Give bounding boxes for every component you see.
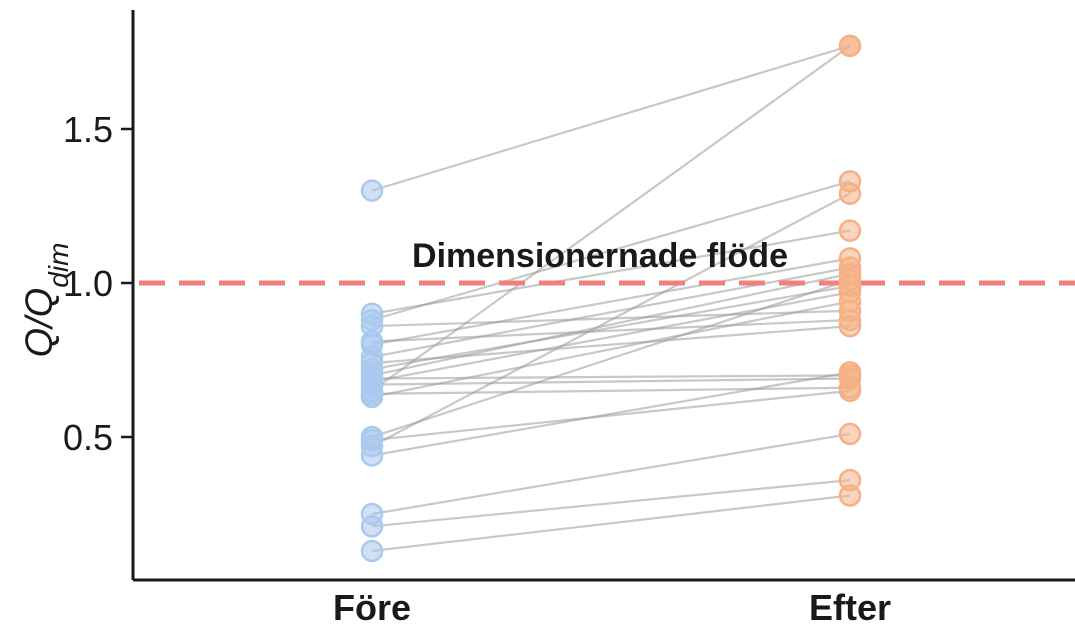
reference-line-group: Dimensionernade flöde xyxy=(139,237,1075,286)
pair-line xyxy=(371,374,851,380)
x-category-label: Efter xyxy=(809,587,891,627)
pair-line xyxy=(371,229,851,315)
pair-line xyxy=(371,377,851,386)
pair-line xyxy=(371,325,851,365)
pair-line xyxy=(371,494,851,553)
efter-point xyxy=(838,379,862,403)
x-category-label: Före xyxy=(333,587,411,627)
fore-point xyxy=(360,382,384,406)
efter-point xyxy=(838,182,862,205)
y-axis-label-subscript: dim xyxy=(43,243,74,288)
fore-point xyxy=(360,515,384,538)
pair-line xyxy=(371,371,851,457)
efter-point xyxy=(838,484,862,507)
axes: 0.5 1.0 1.5 Före Efter xyxy=(63,10,1075,627)
efter-point xyxy=(838,314,862,338)
pair-line xyxy=(371,300,851,399)
efter-point xyxy=(838,219,862,242)
pair-line xyxy=(371,284,851,371)
x-category-labels: Före Efter xyxy=(333,587,891,627)
reference-line-label: Dimensionernade flöde xyxy=(412,237,788,275)
fore-point xyxy=(360,428,384,452)
y-tick-label: 1.5 xyxy=(63,109,113,150)
pair-line xyxy=(371,386,851,395)
pair-line xyxy=(371,479,851,528)
fore-point xyxy=(360,330,384,353)
pair-line xyxy=(371,309,851,328)
pair-line xyxy=(371,318,851,343)
pair-line xyxy=(371,257,851,346)
pair-lines xyxy=(371,44,851,553)
pair-line xyxy=(371,44,851,192)
y-axis-label: Q/Qdim xyxy=(19,243,74,358)
pair-line xyxy=(371,266,851,359)
pair-line xyxy=(371,291,851,383)
pair-line xyxy=(371,192,851,448)
pair-line xyxy=(371,272,851,377)
y-axis-label-main: Q/Q xyxy=(19,288,61,358)
efter-point xyxy=(838,34,862,58)
y-tick-label: 0.5 xyxy=(63,417,113,458)
fore-point xyxy=(360,179,384,202)
pair-line xyxy=(371,432,851,516)
data-points xyxy=(360,34,862,563)
y-tick-label: 1.0 xyxy=(63,263,113,304)
y-ticks: 0.5 1.0 1.5 xyxy=(63,109,133,458)
pair-line xyxy=(371,180,851,322)
pair-line xyxy=(371,44,851,392)
fore-point xyxy=(360,539,384,563)
pair-line xyxy=(371,389,851,442)
efter-point xyxy=(838,422,862,446)
